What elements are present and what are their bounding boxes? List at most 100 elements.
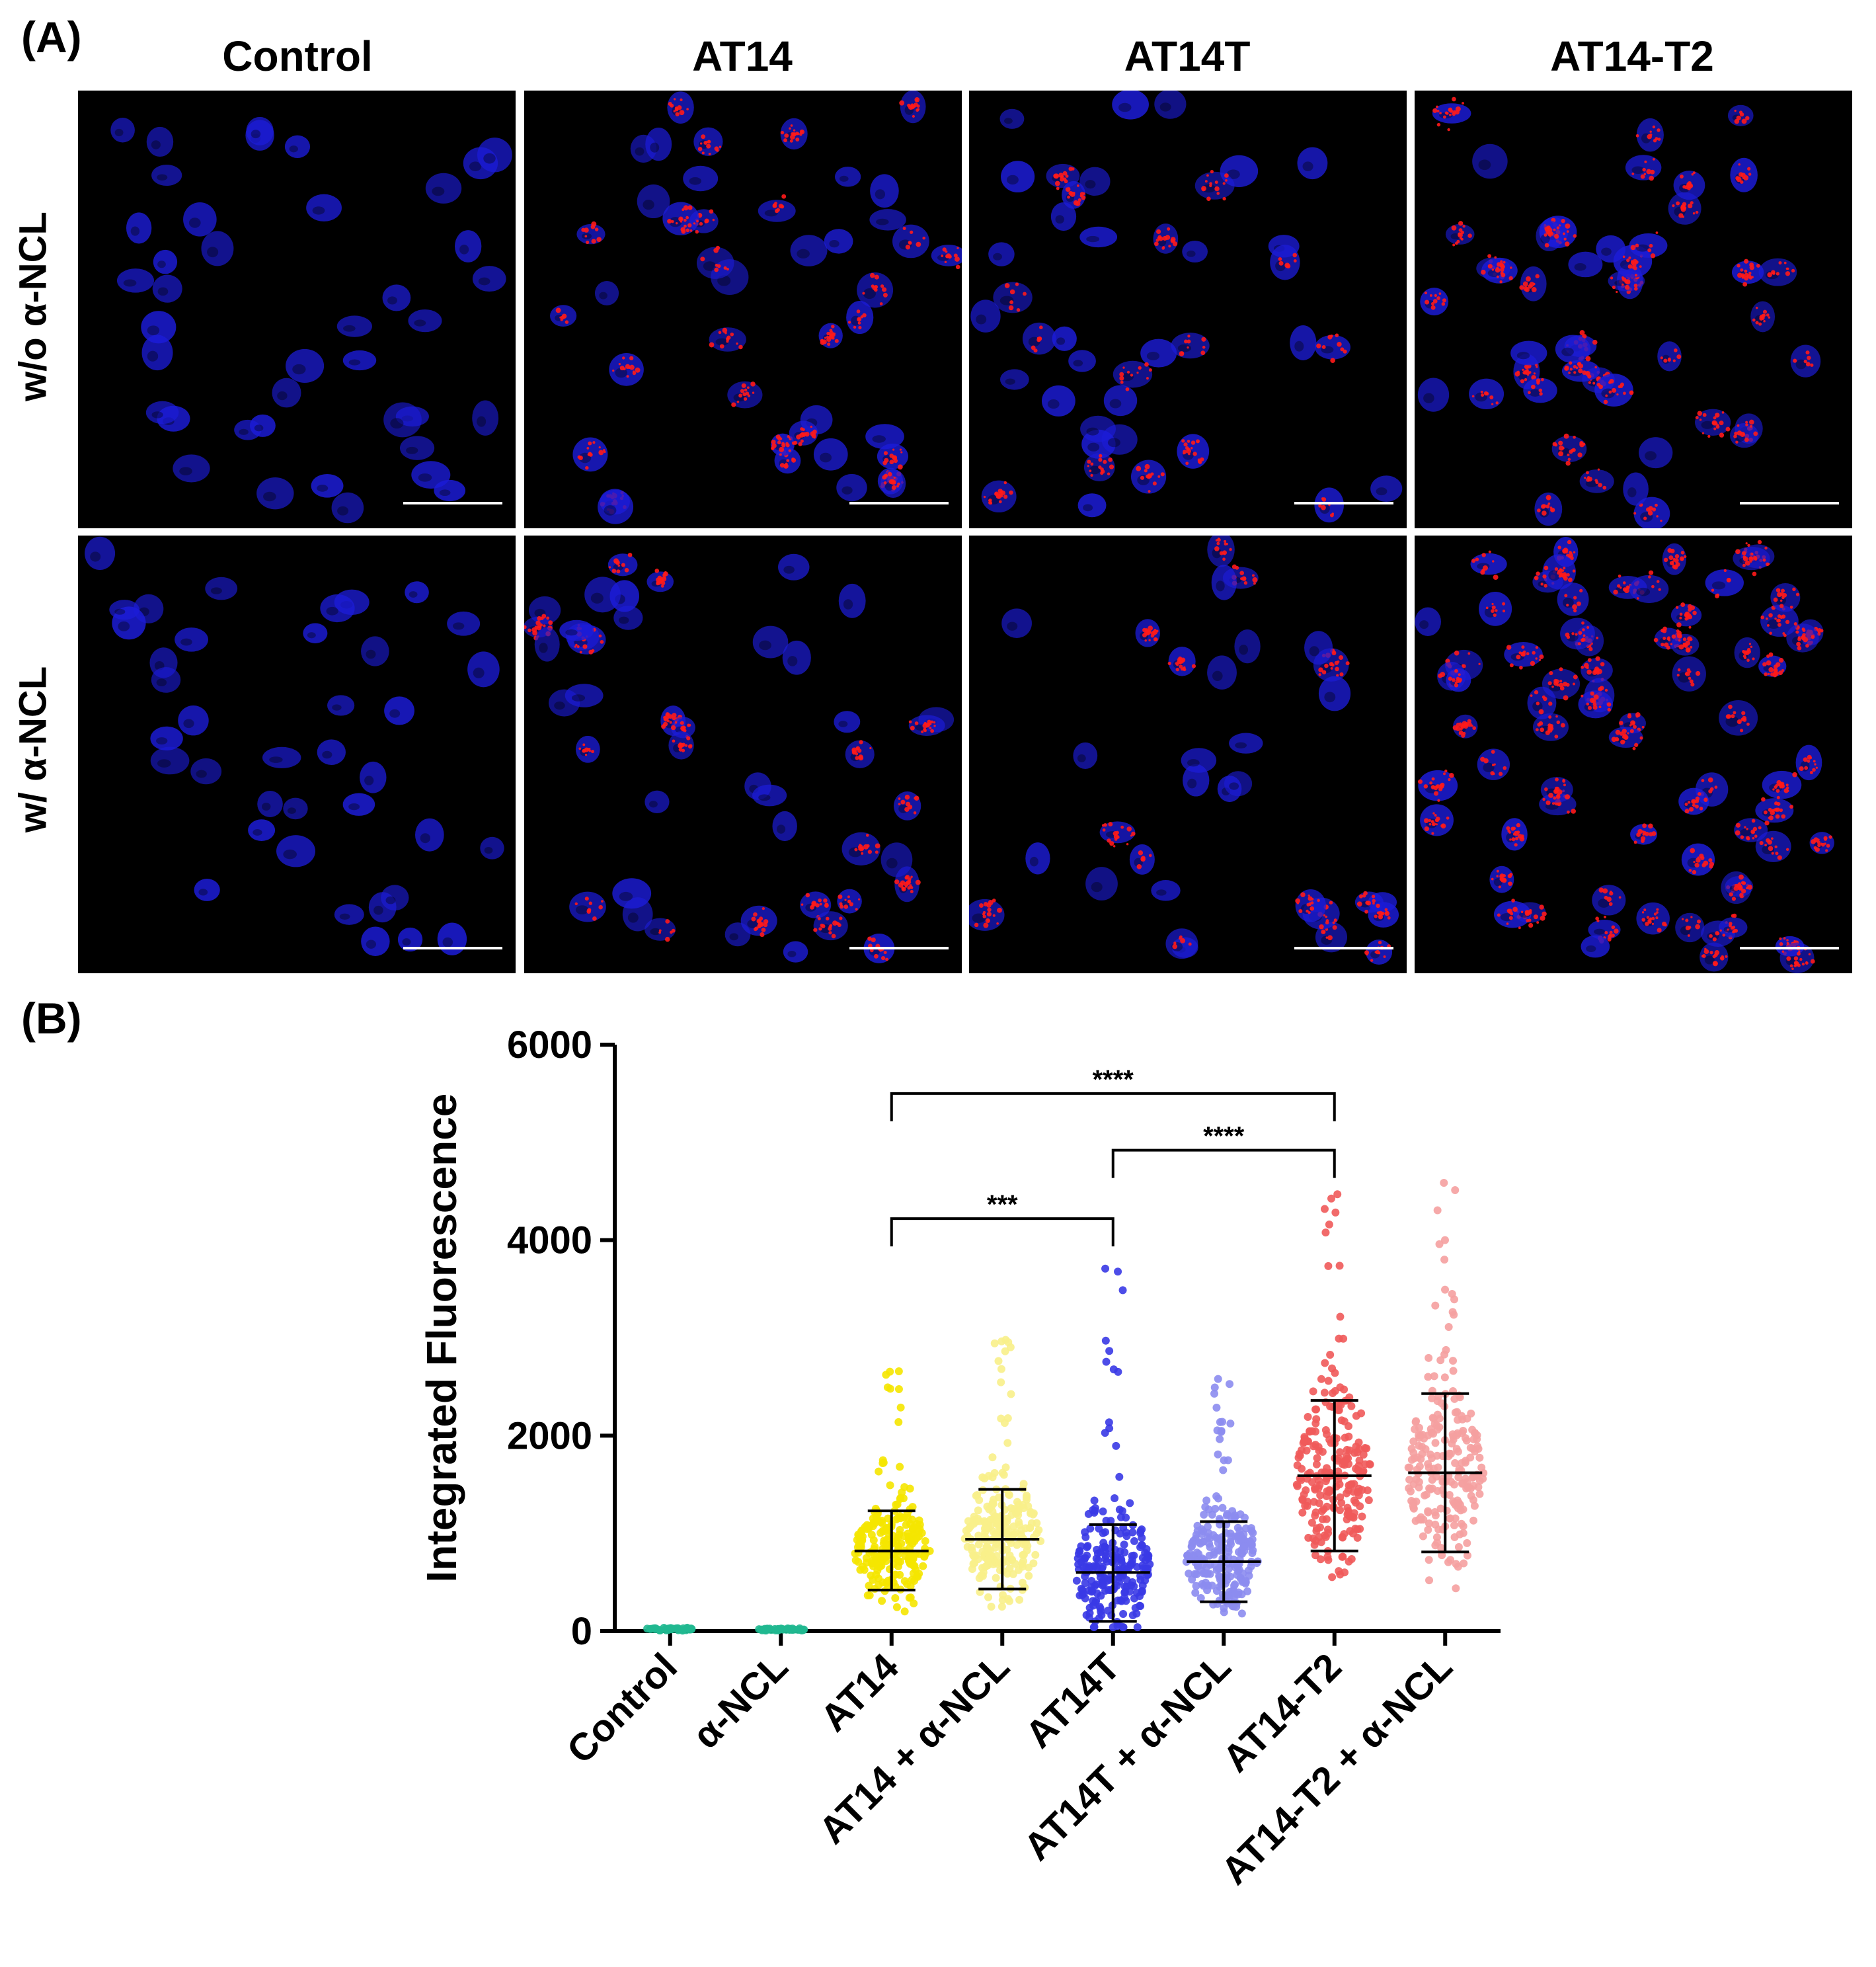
fluorescent-puncta bbox=[874, 284, 879, 289]
fluorescent-puncta bbox=[1610, 276, 1614, 280]
data-point bbox=[871, 1543, 879, 1551]
fluorescent-puncta bbox=[1155, 238, 1159, 242]
fluorescent-puncta bbox=[683, 205, 689, 211]
fluorescent-puncta bbox=[839, 902, 843, 906]
fluorescent-puncta bbox=[586, 240, 590, 245]
data-point bbox=[1133, 1563, 1142, 1572]
fluorescent-puncta bbox=[1179, 935, 1183, 939]
data-point bbox=[1425, 1353, 1433, 1362]
fluorescent-puncta bbox=[1496, 266, 1499, 270]
fluorescent-puncta bbox=[1438, 673, 1443, 678]
data-point bbox=[983, 1502, 992, 1511]
fluorescent-puncta bbox=[1455, 106, 1461, 112]
fluorescent-puncta bbox=[629, 364, 635, 370]
data-point bbox=[1431, 1301, 1440, 1310]
cell-nucleus bbox=[1207, 655, 1237, 690]
data-point bbox=[904, 1529, 912, 1538]
fluorescent-puncta bbox=[588, 441, 592, 446]
scale-bar bbox=[849, 947, 949, 949]
data-point bbox=[1335, 1567, 1343, 1576]
data-point bbox=[977, 1572, 986, 1580]
data-point bbox=[1316, 1523, 1325, 1532]
fluorescent-puncta bbox=[726, 335, 731, 340]
fluorescent-puncta bbox=[1311, 897, 1314, 901]
scale-bar bbox=[403, 947, 502, 949]
data-point bbox=[1432, 1472, 1440, 1481]
fluorescent-puncta bbox=[1616, 290, 1618, 294]
data-point bbox=[1428, 1484, 1437, 1493]
fluorescent-puncta bbox=[1766, 654, 1770, 658]
data-point bbox=[1460, 1559, 1468, 1568]
data-point bbox=[960, 1535, 969, 1543]
fluorescent-puncta bbox=[1554, 567, 1559, 571]
fluorescent-puncta bbox=[1687, 801, 1691, 804]
fluorescent-puncta bbox=[726, 268, 729, 271]
fluorescent-puncta bbox=[1544, 565, 1549, 571]
fluorescent-puncta bbox=[578, 747, 582, 750]
data-point bbox=[894, 1385, 903, 1394]
fluorescent-puncta bbox=[1573, 371, 1577, 374]
fluorescent-puncta bbox=[598, 450, 604, 456]
fluorescent-puncta bbox=[719, 145, 722, 148]
fluorescent-puncta bbox=[1703, 797, 1708, 802]
cell-nucleus bbox=[151, 165, 182, 186]
fluorescent-puncta bbox=[789, 127, 791, 130]
fluorescent-puncta bbox=[1578, 362, 1581, 365]
fluorescent-puncta bbox=[1004, 283, 1010, 288]
fluorescent-puncta bbox=[1499, 772, 1503, 776]
fluorescent-puncta bbox=[1336, 674, 1339, 677]
cell-nucleus bbox=[360, 761, 387, 793]
fluorescent-puncta bbox=[1651, 584, 1655, 588]
fluorescent-puncta bbox=[1740, 431, 1746, 437]
fluorescent-puncta bbox=[1558, 445, 1564, 451]
fluorescent-puncta bbox=[1573, 435, 1576, 439]
fluorescent-puncta bbox=[1524, 287, 1530, 292]
fluorescent-puncta bbox=[1243, 581, 1248, 585]
fluorescent-puncta bbox=[1731, 897, 1737, 901]
data-point bbox=[1353, 1448, 1362, 1457]
fluorescent-puncta bbox=[1694, 862, 1700, 868]
data-point bbox=[1304, 1413, 1312, 1422]
fluorescent-puncta bbox=[1179, 351, 1185, 356]
fluorescent-puncta bbox=[1764, 810, 1768, 815]
data-point bbox=[1102, 1357, 1111, 1366]
fluorescent-puncta bbox=[1460, 237, 1464, 241]
fluorescent-puncta bbox=[1748, 556, 1754, 561]
fluorescent-puncta bbox=[1447, 128, 1450, 132]
data-point bbox=[1335, 1334, 1343, 1343]
fluorescent-puncta bbox=[957, 247, 959, 249]
fluorescent-puncta bbox=[987, 907, 992, 912]
data-point bbox=[879, 1456, 887, 1465]
fluorescent-puncta bbox=[857, 321, 861, 325]
fluorescent-puncta bbox=[1491, 403, 1494, 405]
fluorescent-puncta bbox=[1337, 342, 1342, 347]
data-point bbox=[1336, 1493, 1345, 1502]
cell-nucleus bbox=[1534, 492, 1563, 526]
fluorescent-puncta bbox=[632, 370, 635, 373]
data-point bbox=[1320, 1205, 1329, 1213]
data-point bbox=[997, 1603, 1006, 1611]
fluorescent-puncta bbox=[596, 237, 602, 243]
data-point bbox=[1202, 1496, 1211, 1505]
fluorescent-puncta bbox=[1570, 551, 1573, 554]
fluorescent-puncta bbox=[1738, 882, 1741, 885]
data-point bbox=[969, 1551, 978, 1560]
fluorescent-puncta bbox=[1728, 704, 1733, 709]
fluorescent-puncta bbox=[1652, 507, 1657, 512]
fluorescent-puncta bbox=[586, 909, 591, 914]
data-point bbox=[1217, 1427, 1226, 1436]
fluorescent-puncta bbox=[1578, 631, 1583, 635]
fluorescent-puncta bbox=[1645, 831, 1649, 836]
fluorescent-puncta bbox=[1633, 266, 1637, 270]
fluorescent-puncta bbox=[528, 628, 531, 633]
cell-nucleus bbox=[870, 174, 899, 208]
fluorescent-puncta bbox=[590, 749, 595, 754]
fluorescent-puncta bbox=[1428, 823, 1432, 826]
data-point bbox=[984, 1546, 993, 1555]
fluorescent-puncta bbox=[1771, 852, 1774, 855]
fluorescent-puncta bbox=[1506, 922, 1509, 925]
fluorescent-puncta bbox=[745, 391, 750, 396]
fluorescent-puncta bbox=[1719, 432, 1725, 438]
cell-nucleus bbox=[1224, 771, 1253, 797]
fluorescent-puncta bbox=[1522, 281, 1528, 287]
